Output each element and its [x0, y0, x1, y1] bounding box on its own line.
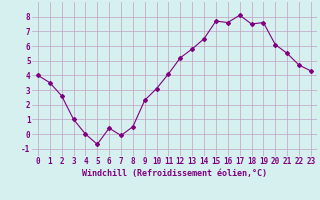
- X-axis label: Windchill (Refroidissement éolien,°C): Windchill (Refroidissement éolien,°C): [82, 169, 267, 178]
